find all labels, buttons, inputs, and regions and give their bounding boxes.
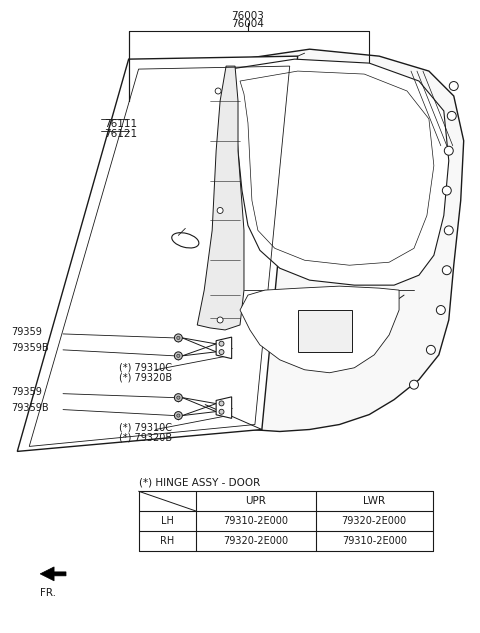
Circle shape: [215, 88, 221, 94]
Text: 79359B: 79359B: [12, 403, 49, 413]
Text: 79359: 79359: [12, 387, 42, 397]
Polygon shape: [197, 66, 244, 330]
Circle shape: [443, 186, 451, 195]
Text: LH: LH: [161, 516, 174, 526]
Text: UPR: UPR: [245, 496, 266, 506]
Text: (*) 79320B: (*) 79320B: [119, 373, 172, 383]
Circle shape: [444, 146, 453, 155]
Circle shape: [436, 306, 445, 315]
Text: (*) 79310C: (*) 79310C: [119, 363, 172, 373]
Text: (*) HINGE ASSY - DOOR: (*) HINGE ASSY - DOOR: [139, 477, 260, 487]
Bar: [298, 310, 352, 352]
Circle shape: [177, 354, 180, 358]
Polygon shape: [240, 286, 399, 373]
Text: FR.: FR.: [40, 588, 56, 598]
Circle shape: [219, 410, 224, 414]
Circle shape: [449, 82, 458, 91]
Text: (*) 79310C: (*) 79310C: [119, 422, 172, 432]
Text: 79310-2E000: 79310-2E000: [342, 536, 407, 546]
Circle shape: [219, 341, 224, 346]
Circle shape: [447, 111, 456, 120]
Circle shape: [444, 226, 453, 235]
Polygon shape: [17, 56, 298, 451]
Text: 76111: 76111: [104, 119, 137, 129]
Circle shape: [426, 346, 435, 354]
Circle shape: [219, 401, 224, 406]
Circle shape: [174, 334, 182, 342]
Polygon shape: [197, 49, 464, 432]
Polygon shape: [216, 337, 232, 359]
Circle shape: [219, 349, 224, 354]
Circle shape: [174, 352, 182, 360]
Circle shape: [174, 411, 182, 420]
Circle shape: [217, 208, 223, 213]
Text: 76004: 76004: [231, 19, 264, 29]
Text: 76003: 76003: [231, 11, 264, 22]
Text: 79320-2E000: 79320-2E000: [223, 536, 288, 546]
Text: 79320-2E000: 79320-2E000: [342, 516, 407, 526]
Polygon shape: [216, 397, 232, 418]
Circle shape: [174, 394, 182, 401]
Polygon shape: [40, 567, 66, 581]
Text: 79359: 79359: [12, 327, 42, 337]
Circle shape: [409, 380, 419, 389]
Circle shape: [217, 317, 223, 323]
Circle shape: [177, 396, 180, 399]
Text: 79359B: 79359B: [12, 343, 49, 353]
Text: (*) 79320B: (*) 79320B: [119, 432, 172, 442]
Polygon shape: [230, 59, 449, 285]
Circle shape: [443, 266, 451, 275]
Circle shape: [177, 336, 180, 339]
Text: RH: RH: [160, 536, 175, 546]
Text: LWR: LWR: [363, 496, 385, 506]
Text: 79310-2E000: 79310-2E000: [223, 516, 288, 526]
Circle shape: [177, 414, 180, 417]
Text: 76121: 76121: [104, 129, 137, 139]
